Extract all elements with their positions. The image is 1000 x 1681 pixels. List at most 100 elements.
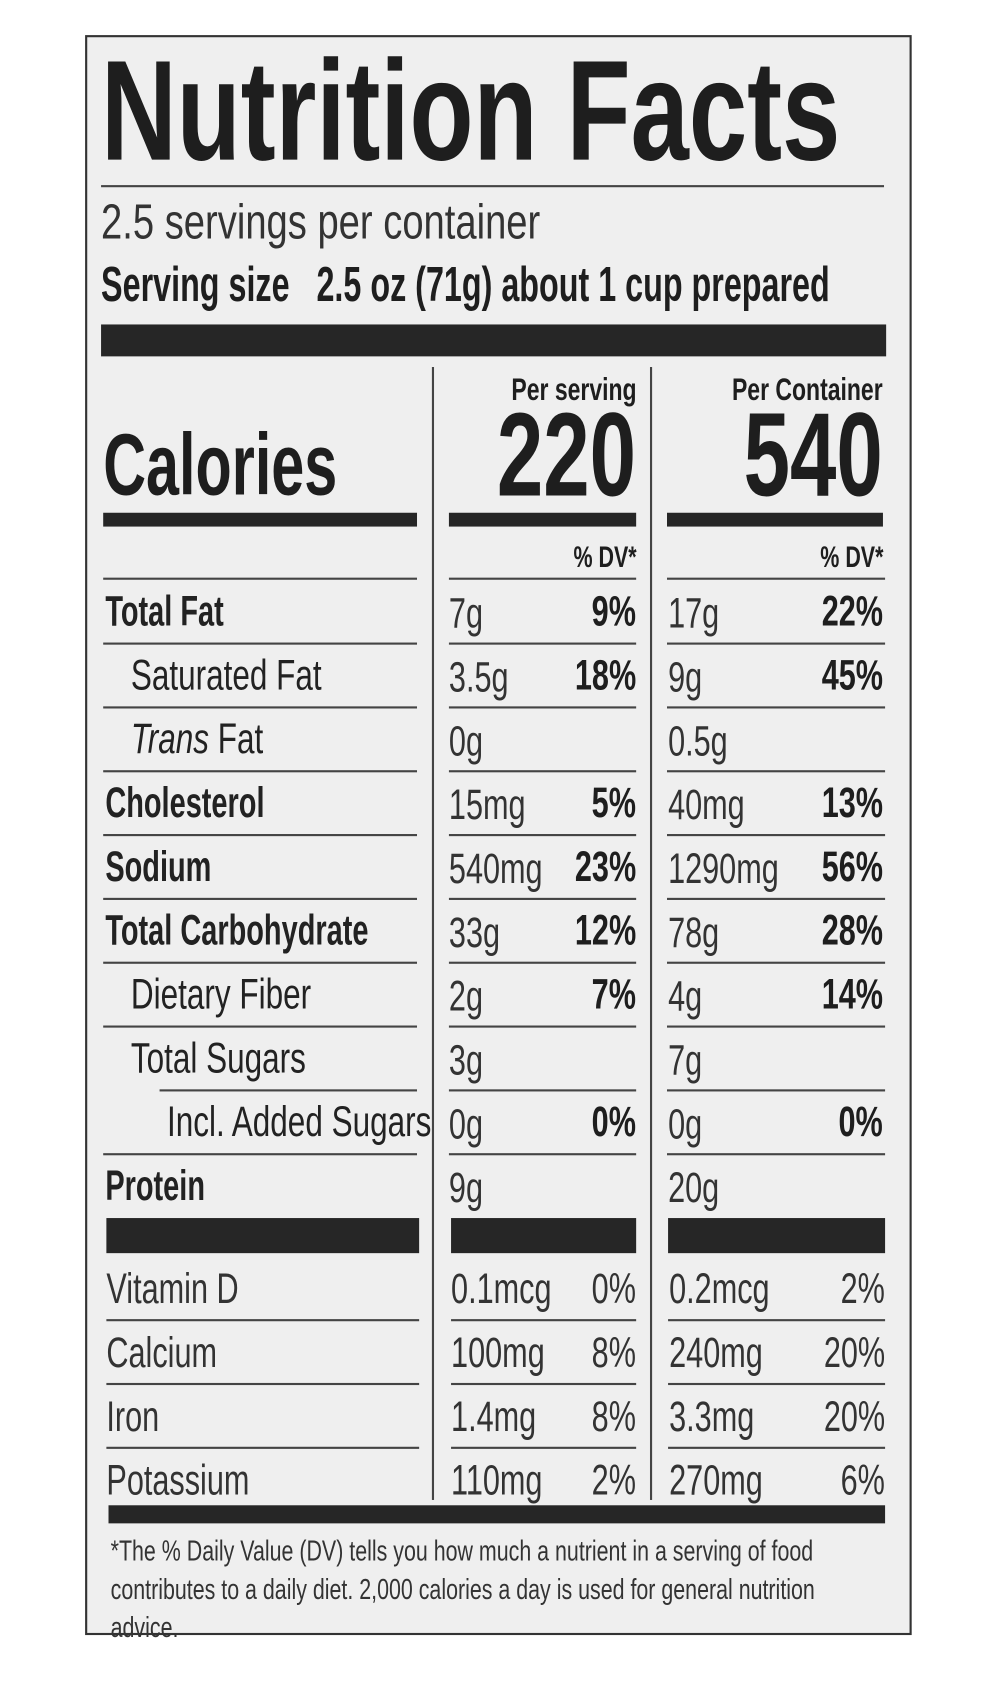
container-amount-text: 0.2mcg	[669, 1265, 770, 1313]
container-amount: 1290mg	[668, 846, 822, 893]
row-divider	[448, 642, 637, 645]
row-divider	[106, 1319, 420, 1322]
container-amount-text: 40mg	[668, 781, 745, 829]
dv-header-text: % DV*	[819, 540, 883, 574]
row-divider	[103, 1153, 418, 1156]
serving-amount-text: 540mg	[448, 845, 543, 893]
serving-dv: 0%	[575, 1266, 636, 1313]
container-amount-text: 270mg	[669, 1457, 763, 1505]
serving-size-value: 2.5 oz (71g) about 1 cup prepared	[316, 256, 830, 312]
title-text: Nutrition Facts	[101, 31, 841, 191]
nutrient-name: Saturated Fat	[131, 652, 389, 699]
container-dv-text: 45%	[821, 652, 883, 699]
footnote-text: *The % Daily Value (DV) tells you how mu…	[110, 1535, 815, 1644]
serving-amount: 110mg	[451, 1457, 578, 1504]
serving-dv-text: 12%	[574, 907, 637, 955]
serving-dv: 18%	[551, 652, 636, 699]
row-divider	[668, 1319, 886, 1322]
serving-dv-text: 7%	[591, 971, 637, 1019]
serving-amount: 0g	[449, 1101, 496, 1148]
row-divider	[448, 706, 637, 709]
container-dv: 45%	[798, 652, 883, 699]
serving-amount: 540mg	[449, 846, 579, 893]
container-amount-text: 0.5g	[668, 718, 728, 765]
servings-per-container: 2.5 servings per container	[101, 194, 664, 249]
container-dv-text: 14%	[821, 971, 883, 1019]
row-divider	[451, 1446, 637, 1449]
nutrient-name: Cholesterol	[105, 780, 339, 827]
serving-dv: 12%	[551, 907, 636, 954]
serving-size: Serving size 2.5 oz (71g) about 1 cup pr…	[101, 255, 1000, 312]
vitamin-divider	[106, 1218, 420, 1254]
calories-per-container: 540	[684, 388, 883, 522]
serving-dv-text: 0%	[591, 1098, 637, 1146]
micronutrient-name: Calcium	[106, 1330, 260, 1377]
container-dv-text: 0%	[838, 1098, 883, 1146]
row-divider	[106, 1446, 420, 1449]
nutrient-name: Protein	[105, 1163, 252, 1210]
serving-amount-text: 3.5g	[448, 654, 509, 702]
serving-amount-text: 33g	[448, 909, 501, 957]
serving-amount-text: 110mg	[451, 1457, 543, 1505]
nutrient-name-text: Total Sugars	[130, 1035, 306, 1082]
row-divider	[667, 577, 886, 580]
nutrient-name-text: Protein	[105, 1162, 205, 1210]
row-divider	[448, 1025, 637, 1028]
servings-text: 2.5 servings per container	[101, 193, 541, 249]
nutrient-name: Total Carbohydrate	[105, 907, 492, 954]
calories-per-serving: 220	[437, 388, 637, 522]
calories-per-container-value: 540	[743, 388, 883, 522]
container-amount: 17g	[668, 590, 739, 637]
container-amount-text: 4g	[668, 973, 703, 1021]
container-amount-text: 1290mg	[668, 845, 779, 893]
serving-amount: 2g	[449, 973, 496, 1020]
row-divider	[667, 1025, 886, 1028]
container-dv: 20%	[800, 1394, 885, 1441]
serving-dv: 5%	[575, 780, 636, 827]
serving-dv-text: 8%	[591, 1329, 637, 1377]
serving-amount-text: 0g	[448, 718, 484, 765]
container-amount: 78g	[668, 910, 739, 957]
serving-dv-text: 2%	[591, 1457, 637, 1505]
calories-label: Calories	[103, 420, 447, 511]
serving-dv: 2%	[575, 1457, 637, 1505]
row-divider	[451, 1319, 637, 1322]
micronutrient-name: Potassium	[106, 1457, 305, 1504]
serving-amount-text: 2g	[448, 973, 484, 1021]
row-divider	[667, 642, 886, 645]
container-dv-text: 56%	[821, 843, 883, 891]
container-amount-text: 0g	[668, 1101, 703, 1148]
serving-amount-text: 1.4mg	[451, 1393, 537, 1441]
serving-amount: 100mg	[451, 1330, 581, 1377]
container-dv-text: 20%	[823, 1393, 886, 1441]
bottom-thick-divider	[108, 1505, 886, 1524]
nutrient-name: Total Fat	[105, 588, 279, 635]
row-divider	[103, 770, 418, 773]
serving-dv: 7%	[575, 971, 637, 1019]
serving-amount-text: 0g	[448, 1101, 484, 1148]
serving-amount-text: 100mg	[451, 1329, 545, 1377]
row-divider	[448, 834, 637, 837]
container-dv-text: 2%	[840, 1265, 886, 1313]
container-amount: 270mg	[669, 1457, 799, 1504]
calories-per-serving-value: 220	[496, 388, 637, 522]
row-divider	[103, 834, 418, 837]
row-divider	[667, 834, 886, 837]
footnote: *The % Daily Value (DV) tells you how mu…	[111, 1532, 872, 1647]
container-dv-text: 28%	[821, 907, 883, 955]
nutrient-name: Trans Fat	[131, 716, 310, 763]
row-divider	[103, 577, 418, 580]
divider	[101, 185, 885, 188]
micronutrient-name: Iron	[106, 1394, 179, 1441]
container-amount: 40mg	[668, 782, 774, 829]
nutrient-name-text: Saturated Fat	[130, 652, 322, 699]
nutrient-name-text: Trans Fat	[130, 715, 264, 763]
serving-amount-text: 7g	[448, 590, 484, 638]
serving-amount-text: 9g	[448, 1164, 484, 1212]
serving-dv: 8%	[575, 1394, 636, 1441]
micronutrient-name-text: Vitamin D	[106, 1265, 239, 1313]
container-amount: 20g	[668, 1165, 739, 1212]
dv-header-text: % DV*	[572, 540, 637, 574]
row-divider	[667, 897, 886, 900]
container-amount: 240mg	[669, 1330, 799, 1377]
